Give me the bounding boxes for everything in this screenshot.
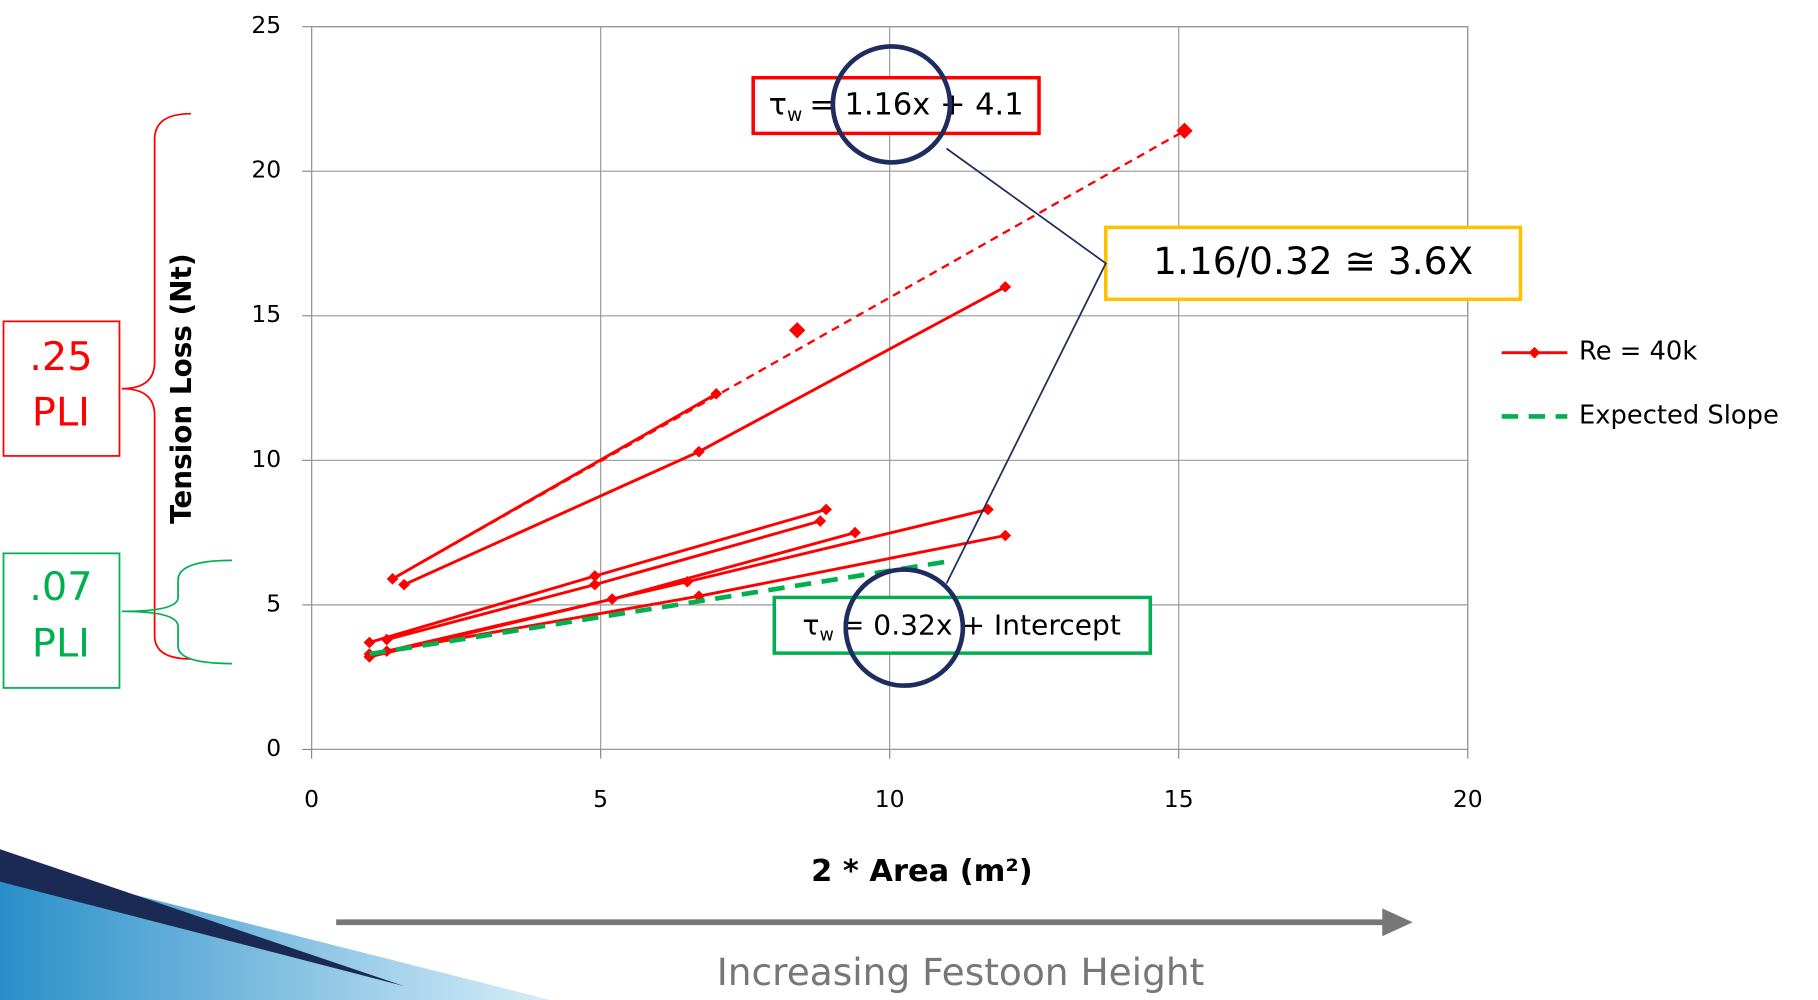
marker [398, 578, 410, 591]
y-tick-label: 15 [251, 301, 281, 328]
marker [380, 633, 393, 646]
marker [588, 578, 601, 591]
equation-text: = 1.16x + 4.1 [809, 87, 1023, 122]
x-tick-label: 15 [1164, 786, 1194, 813]
y-tick-label: 5 [266, 590, 281, 617]
decoration [0, 860, 551, 1000]
marker [386, 573, 399, 585]
marker [814, 515, 827, 527]
marker [849, 526, 861, 539]
marker [999, 529, 1012, 542]
arrow-head [1382, 908, 1413, 937]
marker [693, 445, 705, 458]
highlight-circle [830, 44, 953, 165]
x-tick-label: 5 [593, 786, 608, 813]
x-tick-label: 20 [1453, 786, 1483, 813]
symbol: τ [769, 87, 787, 122]
brace [121, 559, 232, 665]
y-tick-label: 25 [251, 12, 281, 39]
marker [820, 503, 832, 516]
trendline [391, 129, 1186, 580]
pli-value: .25 [29, 334, 92, 380]
decoration [0, 849, 405, 987]
plot: 0 5 10 15 20 25 0 5 10 15 20 Re = 40k Expected Slope [251, 12, 1778, 813]
equation: τw = 1.16x + 4.1 [769, 87, 1024, 125]
pli-unit: PLI [32, 621, 90, 667]
marker [363, 648, 376, 660]
y-tick-label: 20 [251, 157, 281, 184]
highlight-circle [843, 567, 966, 688]
marker [788, 322, 806, 339]
series-line [369, 559, 948, 657]
subscript: w [819, 626, 833, 646]
arrow-label: Increasing Festoon Height [717, 950, 1205, 994]
annotations: τw = 1.16x + 4.1 1.16/0.32 ≅ 3.6X τw = 0.3… [751, 44, 1523, 688]
marker [999, 281, 1012, 293]
x-tick-label: 0 [304, 786, 319, 813]
y-axis-title: Tension Loss (Nt) [165, 253, 198, 523]
legend-marker [1528, 346, 1541, 359]
pli-box [2, 552, 121, 689]
y-tick-label: 10 [251, 446, 281, 473]
y-tick-label: 0 [266, 735, 281, 762]
pli-value: .07 [29, 564, 92, 610]
brace [121, 112, 191, 660]
equation-text: = 0.32x + Intercept [841, 609, 1121, 642]
marker [606, 593, 619, 605]
x-axis-title: 2 * Area (m²) [811, 854, 1033, 889]
equation: τw = 0.32x + Intercept [803, 609, 1121, 646]
connector [945, 147, 1107, 584]
series-line [369, 131, 1184, 657]
x-tick-label: 10 [875, 786, 905, 813]
symbol: τ [803, 609, 820, 642]
legend-label: Expected Slope [1579, 401, 1779, 431]
subscript: w [787, 104, 802, 125]
pli-box [2, 320, 121, 457]
marker [710, 388, 723, 400]
ratio: 1.16/0.32 ≅ 3.6X [1153, 239, 1473, 283]
equation-box [751, 75, 1041, 136]
pli-unit: PLI [32, 390, 90, 436]
legend-label: Re = 40k [1579, 337, 1697, 367]
marker [363, 636, 376, 649]
